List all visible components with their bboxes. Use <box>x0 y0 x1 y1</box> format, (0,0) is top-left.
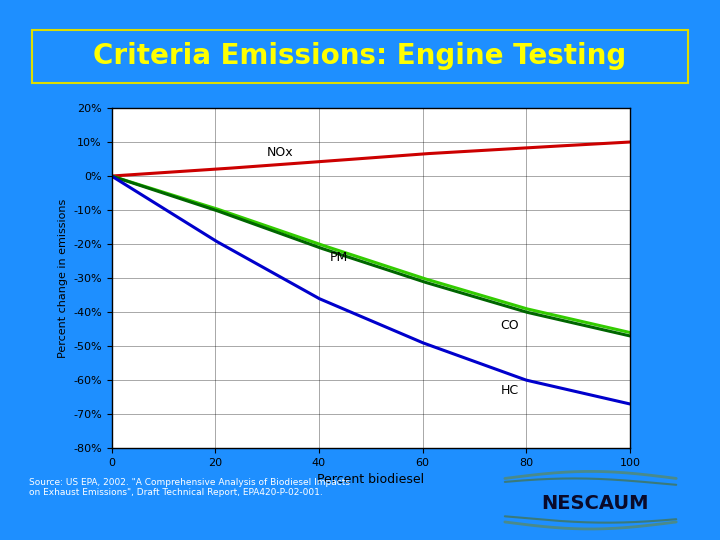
Text: PM: PM <box>329 251 348 264</box>
Y-axis label: Percent change in emissions: Percent change in emissions <box>58 199 68 357</box>
Text: HC: HC <box>500 384 518 397</box>
X-axis label: Percent biodiesel: Percent biodiesel <box>318 474 424 487</box>
Text: Criteria Emissions: Engine Testing: Criteria Emissions: Engine Testing <box>94 42 626 70</box>
FancyBboxPatch shape <box>32 30 688 83</box>
Text: Source: US EPA, 2002. "A Comprehensive Analysis of Biodiesel Impacts
on Exhaust : Source: US EPA, 2002. "A Comprehensive A… <box>29 478 350 497</box>
Text: CO: CO <box>500 319 519 332</box>
Text: NESCAUM: NESCAUM <box>541 494 649 512</box>
Text: NOx: NOx <box>267 146 294 159</box>
